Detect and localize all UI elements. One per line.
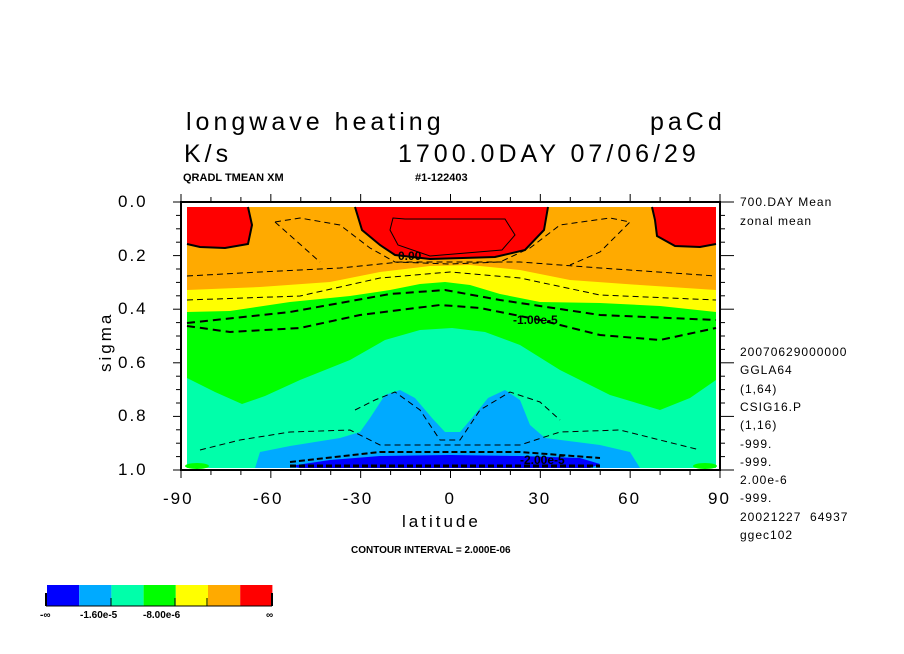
x-tick-label: -60	[252, 489, 284, 508]
y-tick-label: 0.0	[118, 192, 148, 211]
y-tick-label: 0.8	[118, 406, 148, 426]
field-red-left	[187, 207, 252, 248]
contour-line	[186, 206, 254, 250]
x-tick-label: 30	[528, 489, 552, 508]
field-green-blob	[693, 463, 717, 469]
y-tick-label: 0.2	[118, 245, 148, 265]
legend-swatch	[208, 585, 241, 606]
contour-line	[186, 271, 717, 301]
side-info-line: 2.00e-6	[740, 473, 788, 488]
units-label: K/s	[184, 140, 233, 168]
contour-line	[186, 261, 717, 277]
x-axis-label: latitude	[402, 512, 481, 531]
side-info-line: 20070629000000	[740, 345, 848, 359]
side-info-line: ggec102	[740, 528, 794, 542]
side-info-line: 700.DAY Mean	[740, 195, 833, 209]
contour-line	[199, 429, 701, 451]
contour-line	[354, 206, 549, 261]
legend-swatch	[143, 585, 176, 606]
contour-label-zero: 0.00	[398, 249, 422, 263]
time-label: 1700.0DAY 07/06/29	[398, 140, 700, 168]
x-tick-label: 60	[618, 489, 642, 508]
x-tick-label: -30	[342, 489, 374, 508]
y-tick-label: 0.4	[118, 299, 148, 319]
legend-label: -∞	[40, 610, 51, 621]
y-tick-label: 1.0	[118, 460, 148, 479]
side-info-line: -999.	[740, 491, 773, 506]
legend-swatch	[47, 585, 80, 606]
experiment-id: #1-122403	[415, 172, 468, 184]
legend-swatch	[240, 585, 273, 606]
legend-label: -1.60e-5	[80, 610, 118, 621]
plot-title: longwave heating	[186, 108, 445, 136]
contour-line	[186, 288, 717, 324]
side-info-line: 20021227 64937	[740, 509, 849, 524]
side-info-line: (1,16)	[740, 418, 778, 433]
contour-line	[354, 391, 561, 441]
contour-label-minus-1e-5: -1.00e-5	[513, 313, 558, 327]
y-axis-label: sigma	[96, 311, 115, 372]
legend-swatch	[79, 585, 112, 606]
contour-line	[274, 217, 632, 266]
side-info-line: -999.	[740, 454, 773, 469]
field-red-center	[355, 207, 548, 259]
contour-line	[651, 206, 717, 249]
field-red-right	[652, 207, 716, 247]
contour-line	[289, 451, 601, 463]
side-info-line: GGLA64	[740, 363, 793, 378]
field-lightblue	[255, 390, 640, 468]
x-tick-label: 0	[444, 489, 456, 508]
run-id: paCd	[650, 108, 726, 136]
legend-label: ∞	[266, 610, 274, 621]
side-info-line: CSIG16.P	[740, 399, 803, 414]
contour-line	[274, 221, 321, 263]
contour-lines	[186, 206, 717, 468]
side-info-line: -999.	[740, 436, 773, 451]
y-tick-label: 0.6	[118, 352, 148, 372]
field-cyan	[187, 328, 716, 468]
legend-label: -8.00e-6	[143, 610, 181, 621]
side-info-line: (1,64)	[740, 381, 778, 396]
variable-info: QRADL TMEAN XM	[183, 172, 284, 184]
legend-swatch	[111, 585, 144, 606]
contour-line	[186, 303, 717, 342]
filled-contours	[185, 207, 717, 469]
color-legend	[45, 585, 273, 607]
contour-label-minus-2e-5: -2.00e-5	[520, 453, 565, 467]
contour-line	[389, 217, 516, 257]
legend-swatch	[175, 585, 208, 606]
axes	[173, 194, 734, 478]
x-tick-label: 90	[708, 489, 731, 508]
x-tick-label: -90	[163, 489, 194, 508]
side-info-line: zonal mean	[740, 214, 813, 228]
contour-interval: CONTOUR INTERVAL = 2.000E-06	[351, 545, 511, 556]
field-green-blob	[185, 463, 209, 469]
